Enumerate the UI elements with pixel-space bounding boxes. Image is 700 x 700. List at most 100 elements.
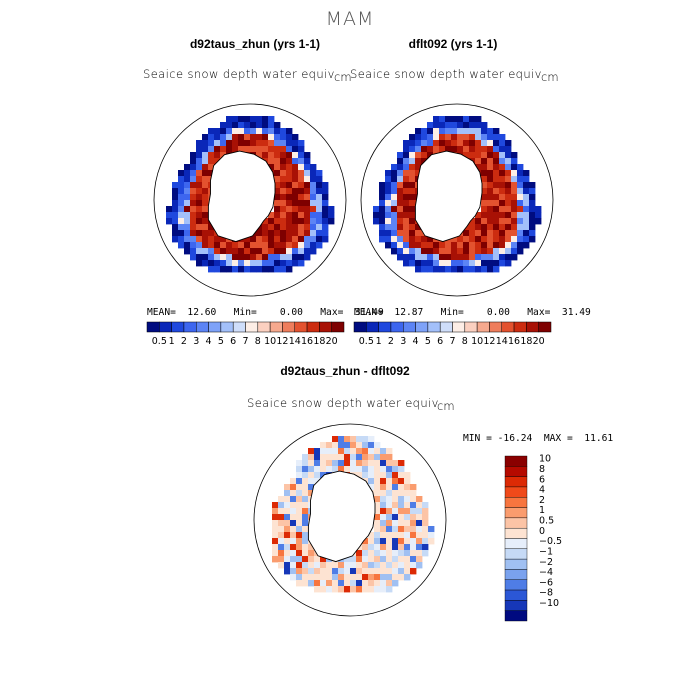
panel2-variable-label: Seaice snow depth water equiv [350,67,542,81]
panel2-colorbar-tick: 3 [400,336,406,347]
panel2-colorbar-swatch [452,321,466,333]
diff-colorbar-tick: 6 [539,474,545,485]
panel1-colorbar-tick: 7 [242,336,248,347]
diff-colorbar-swatch [504,589,528,601]
panel1-colorbar-tick: 0.5 [152,336,167,347]
panel2-polar-map [360,103,554,297]
diff-antarctica-coastline [307,470,376,563]
diff-colorbar-tick: −10 [539,598,559,609]
diff-minmax: MIN = -16.24 MAX = 11.61 [463,433,614,444]
panel1-colorbar-swatch [146,321,160,333]
diff-colorbar-tick: 0 [539,526,545,537]
diff-colorbar-tick: 4 [539,485,545,496]
diff-colorbar-tick: 0.5 [539,516,554,527]
diff-colorbar-swatch [504,455,528,467]
panel2-colorbar-swatch [353,321,367,333]
panel2-colorbar-tick: 6 [437,336,443,347]
panel1-colorbar-tick: 1 [169,336,175,347]
diff-title: d92taus_zhun - dflt092 [280,364,410,378]
panel1-colorbar-swatch [171,321,185,333]
panel2-colorbar-swatch [476,321,490,333]
panel1-title: d92taus_zhun (yrs 1-1) [189,37,321,51]
panel1-stats: MEAN= 12.60 Min= 0.00 Max= 31.49 [147,307,384,318]
panel2-colorbar-tick: 16 [508,336,520,347]
panel1-colorbar-swatch [220,321,234,333]
diff-colorbar-tick: −4 [539,567,553,578]
diff-colorbar-tick: 10 [539,454,551,465]
panel2-colorbar-tick: 4 [413,336,419,347]
panel1-colorbar-swatch [159,321,172,333]
diff-map-boundary [253,423,447,617]
diff-colorbar-swatch [504,466,528,477]
panel2-colorbar-swatch [378,321,392,333]
diff-colorbar-swatch [504,497,528,508]
panel1-colorbar-swatch [306,321,320,333]
diff-colorbar-tick: −8 [539,588,553,599]
panel1-colorbar-swatch [196,321,209,333]
panel1-colorbar-swatch [331,321,345,333]
panel2-colorbar: 0.5 1 2 3 4 5 6 7 8 10 12 14 16 18 20 [353,321,552,347]
panel1-colorbar-tick: 5 [218,336,224,347]
diff-colorbar-tick: −6 [539,577,553,588]
panel2-colorbar-tick: 2 [388,336,394,347]
panel1-colorbar-tick: 14 [289,336,301,347]
panel1-colorbar: 0.5 1 2 3 4 5 6 7 8 10 12 14 16 18 20 [146,321,345,347]
panel2-colorbar-tick: 0.5 [359,336,374,347]
panel1-colorbar-tick: 12 [276,336,288,347]
panel1-colorbar-tick: 3 [193,336,199,347]
panel2-colorbar-swatch [501,321,515,333]
panel2-colorbar-tick: 20 [533,336,545,347]
panel1-map-boundary [153,103,347,297]
panel1-colorbar-tick: 18 [313,336,325,347]
diff-colorbar-swatch [504,486,528,498]
panel2-colorbar-tick: 12 [483,336,495,347]
panel2-units-label: cm [541,70,559,84]
panel1-antarctica-coastline [207,150,276,243]
panel1-colorbar-tick: 4 [206,336,212,347]
panel1-colorbar-swatch [294,321,308,333]
panel1-colorbar-tick: 2 [181,336,187,347]
panel2-title: dflt092 (yrs 1-1) [408,37,498,51]
diff-colorbar-swatch [504,527,528,539]
panel2-colorbar-swatch [427,321,441,333]
panel2-colorbar-swatch [366,321,379,333]
panel1-colorbar-swatch [183,321,197,333]
diff-colorbar-swatch [504,610,528,622]
panel2-colorbar-swatch [489,321,503,333]
diff-colorbar-swatch [504,517,528,529]
panel1-polar-map [153,103,347,297]
panel2-stats: MEAN= 12.87 Min= 0.00 Max= 31.49 [354,307,591,318]
diff-colorbar-tick: −1 [539,546,553,557]
diff-polar-map [253,423,447,617]
figure-season-title: MAM [325,8,375,30]
panel1-colorbar-swatch [245,321,259,333]
diff-colorbar-tick: −0.5 [539,536,562,547]
panel2-colorbar-swatch [526,321,539,333]
panel1-colorbar-swatch [319,321,332,333]
panel2-colorbar-swatch [415,321,429,333]
panel1-colorbar-tick: 8 [255,336,261,347]
panel2-map-boundary [360,103,554,297]
panel2-colorbar-tick: 5 [425,336,431,347]
diff-colorbar-swatch [504,476,528,488]
diff-units-label: cm [437,399,455,413]
diff-colorbar-tick: 2 [539,495,545,506]
diff-colorbar-swatch [504,600,528,611]
diff-variable-label: Seaice snow depth water equiv [247,396,439,410]
diff-colorbar-swatch [504,538,528,550]
panel2-antarctica-coastline [414,150,483,243]
panel1-colorbar-tick: 10 [264,336,276,347]
diff-colorbar-swatch [504,579,528,591]
panel2-colorbar-swatch [390,321,404,333]
panel1-colorbar-swatch [269,321,283,333]
diff-colorbar-swatch [504,548,528,560]
panel1-variable-label: Seaice snow depth water equiv [143,67,335,81]
panel2-colorbar-tick: 14 [496,336,508,347]
panel1-colorbar-swatch [208,321,222,333]
panel1-colorbar-swatch [257,321,271,333]
panel2-colorbar-tick: 1 [376,336,382,347]
panel2-colorbar-tick: 18 [520,336,532,347]
diff-colorbar-tick: 8 [539,464,545,475]
diff-colorbar-tick: −2 [539,557,553,568]
